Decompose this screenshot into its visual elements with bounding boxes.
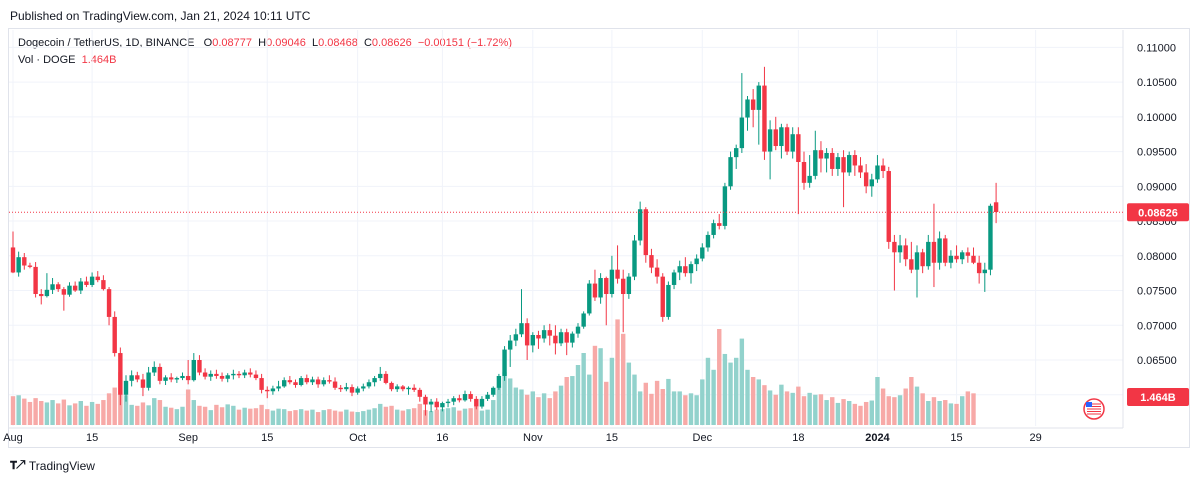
- legend-open: 0.08777: [212, 37, 252, 49]
- tradingview-logo-icon: 𝐓↗: [10, 459, 25, 472]
- legend-close: 0.08626: [371, 37, 412, 49]
- published-line: Published on TradingView.com, Jan 21, 20…: [10, 9, 311, 23]
- footer: 𝐓↗ TradingView: [10, 459, 95, 473]
- legend-low: 0.08468: [318, 37, 358, 49]
- legend: Dogecoin / TetherUS, 1D, BINANCE O0.0877…: [18, 35, 512, 69]
- legend-vol-label[interactable]: Vol · DOGE: [18, 54, 76, 66]
- footer-brand: TradingView: [28, 459, 95, 473]
- legend-high: 0.09046: [266, 37, 306, 49]
- legend-high-label: H: [258, 37, 267, 49]
- legend-vol-value: 1.464B: [81, 54, 117, 66]
- legend-low-label: L: [311, 37, 319, 49]
- legend-change: −0.00151 (−1.72%): [417, 37, 512, 49]
- legend-close-label: C: [363, 37, 372, 49]
- legend-ohlc-row: Dogecoin / TetherUS, 1D, BINANCE O0.0877…: [18, 35, 512, 52]
- legend-open-label: O: [203, 37, 213, 49]
- chart-frame: [8, 28, 1190, 448]
- legend-volume-row: Vol · DOGE 1.464B: [18, 52, 512, 69]
- legend-symbol[interactable]: Dogecoin / TetherUS, 1D, BINANCE: [18, 37, 195, 49]
